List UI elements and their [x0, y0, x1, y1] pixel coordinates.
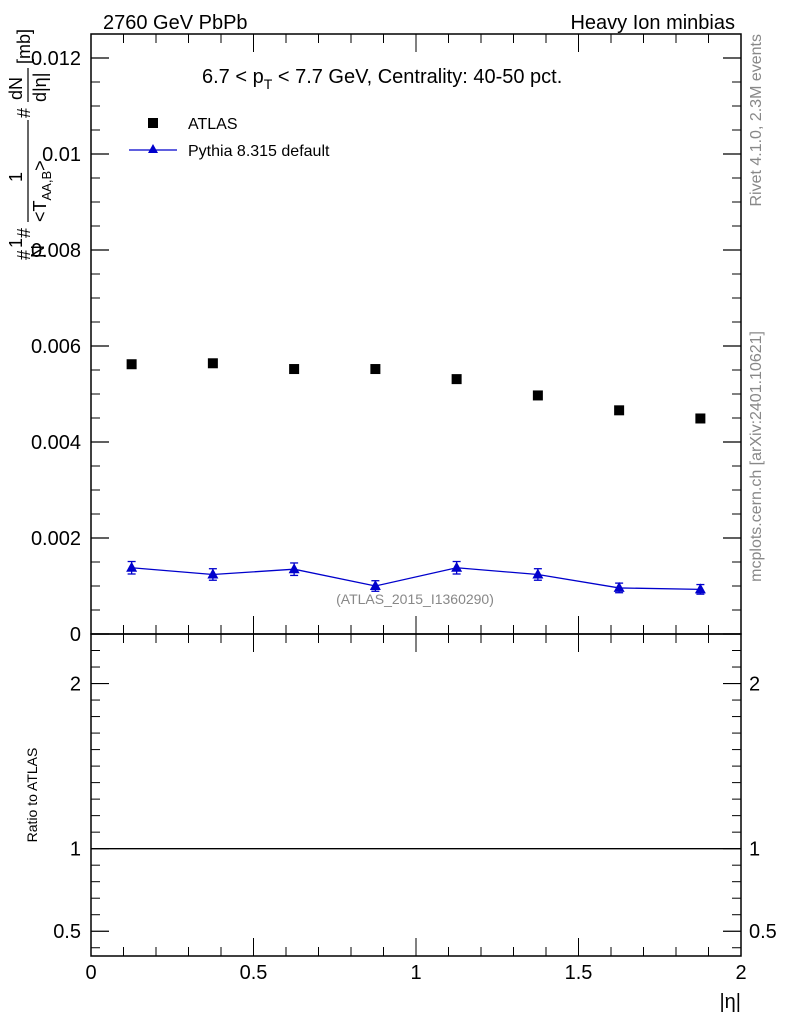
y-label-deta: d|η|: [30, 73, 50, 102]
y-tick-label: 0: [70, 624, 81, 646]
legend-pythia-label: Pythia 8.315 default: [188, 143, 330, 160]
y-tick-label: 0.004: [31, 432, 81, 454]
y-label-taa: <TAA,B>: [30, 160, 54, 222]
ratio-y-tick-label-left: 1: [70, 839, 81, 861]
atlas-point: [126, 359, 137, 370]
ratio-y-tick-label-right: 1: [749, 839, 760, 861]
pythia-line: [131, 567, 701, 591]
y-tick-label: 0.012: [31, 48, 81, 70]
x-tick-labels: 0 0.5 1 1.5 2: [85, 962, 746, 984]
header-right: Heavy Ion minbias: [570, 12, 735, 34]
series-pythia: [126, 560, 706, 595]
header-left: 2760 GeV PbPb: [103, 12, 248, 34]
pythia-point: [369, 580, 381, 590]
y-tick-label: 0.002: [31, 528, 81, 550]
y-label-hash-2: #: [14, 228, 34, 238]
y-label-taa-sub: AA,B: [39, 171, 54, 201]
ratio-y-tick-label-right: 2: [749, 674, 760, 696]
pythia-point: [613, 581, 625, 592]
y-label-taa-close: >: [30, 160, 50, 171]
pythia-point: [288, 563, 300, 574]
ratio-plot-frame: [90, 633, 742, 957]
plot-title-main: 6.7 < p: [202, 66, 264, 88]
plot-title-subscript: T: [264, 76, 273, 92]
ratio-ticks: 0.5 0.5 1 1 2 2: [53, 634, 777, 956]
y-label-dn: dN: [6, 77, 26, 100]
pythia-point: [207, 568, 219, 579]
main-y-axis-label: # 1 N # 1 <TAA,B> # dN d|η| [mb]: [6, 29, 54, 260]
plot-title: 6.7 < pT < 7.7 GeV, Centrality: 40-50 pc…: [202, 66, 562, 92]
analysis-watermark: (ATLAS_2015_I1360290): [336, 591, 494, 607]
ratio-y-axis-label: Ratio to ATLAS: [24, 748, 40, 843]
x-tick-label: 0.5: [240, 962, 268, 984]
x-tick-label: 2: [735, 962, 746, 984]
pythia-point: [126, 561, 138, 572]
ratio-y-tick-label-left: 2: [70, 674, 81, 696]
atlas-point: [451, 374, 462, 385]
ratio-y-tick-label-right: 0.5: [749, 921, 777, 943]
y-label-hash-3: #: [14, 108, 34, 118]
atlas-point: [289, 364, 300, 375]
main-ticks: 0 0.002 0.004 0.006 0.008 0.01 0.012: [31, 34, 742, 646]
atlas-point: [207, 358, 218, 369]
atlas-point: [614, 405, 625, 416]
y-label-n: N: [28, 245, 48, 258]
y-tick-label: 0.006: [31, 336, 81, 358]
plot-title-rest: < 7.7 GeV, Centrality: 40-50 pct.: [272, 66, 562, 88]
x-tick-label: 0: [85, 962, 96, 984]
ratio-y-tick-label-left: 0.5: [53, 921, 81, 943]
side-text-top: Rivet 4.1.0, 2.3M events: [748, 34, 765, 207]
side-text-bottom: mcplots.cern.ch [arXiv:2401.10621]: [748, 331, 765, 582]
pythia-point: [532, 568, 544, 579]
y-label-one-2: 1: [6, 172, 26, 182]
y-label-one: 1: [6, 238, 26, 248]
x-tick-label: 1.5: [565, 962, 593, 984]
legend-atlas-label: ATLAS: [188, 116, 238, 133]
pythia-point: [694, 583, 706, 594]
pythia-point: [451, 561, 463, 572]
y-label-hash-1: #: [14, 250, 34, 260]
x-tick-label: 1: [410, 962, 421, 984]
y-label-unit: [mb]: [14, 29, 34, 64]
legend-pythia-marker: [148, 144, 158, 153]
y-tick-label: 0.008: [31, 240, 81, 262]
y-tick-label: 0.01: [42, 144, 81, 166]
y-label-taa-open: <T: [30, 200, 50, 222]
atlas-point: [695, 413, 706, 424]
legend-atlas-marker: [148, 118, 158, 128]
atlas-point: [370, 364, 381, 375]
x-axis-label: |η|: [719, 991, 741, 1013]
series-atlas: [126, 358, 706, 424]
atlas-point: [532, 390, 543, 401]
